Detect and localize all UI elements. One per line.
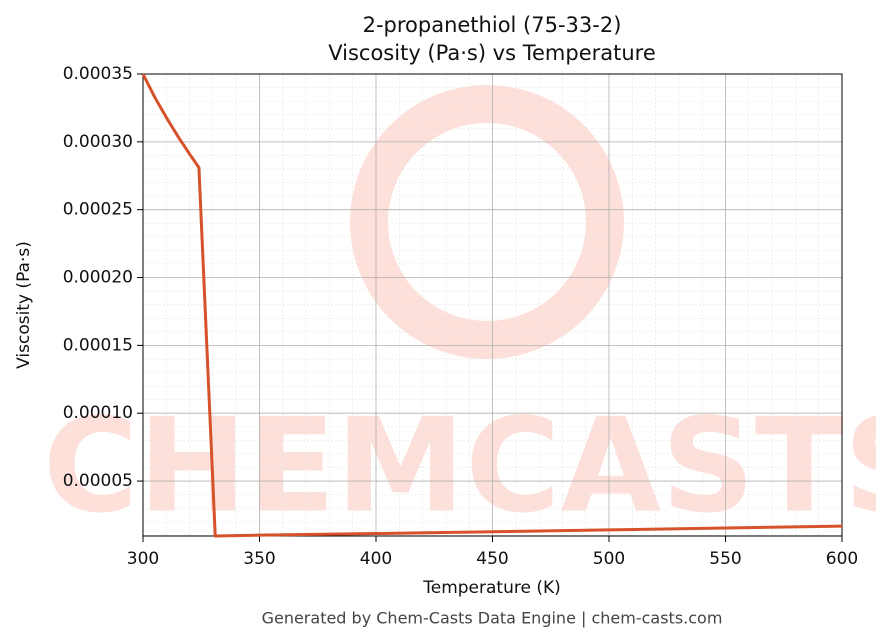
y-tick-label: 0.00020 bbox=[63, 268, 133, 288]
plot-frame bbox=[142, 73, 843, 537]
x-tick-label: 350 bbox=[243, 549, 275, 569]
x-axis-label: Temperature (K) bbox=[422, 578, 561, 598]
x-tick-label: 300 bbox=[127, 549, 159, 569]
x-tick-label: 400 bbox=[360, 549, 392, 569]
y-tick-label: 0.00005 bbox=[63, 471, 133, 491]
x-tick-label: 600 bbox=[826, 549, 858, 569]
y-tick-label: 0.00035 bbox=[63, 64, 133, 84]
y-axis-label: Viscosity (Pa·s) bbox=[14, 241, 34, 369]
x-tick-label: 550 bbox=[709, 549, 741, 569]
footer: Generated by Chem-Casts Data Engine | ch… bbox=[262, 609, 723, 628]
y-tick-label: 0.00025 bbox=[63, 200, 133, 220]
chart-title: 2-propanethiol (75-33-2) bbox=[363, 13, 622, 37]
chart-subtitle: Viscosity (Pa·s) vs Temperature bbox=[328, 41, 656, 65]
y-tick-label: 0.00030 bbox=[63, 132, 133, 152]
watermark: CHEMCASTS bbox=[43, 390, 876, 542]
x-tick-label: 500 bbox=[593, 549, 625, 569]
y-tick-label: 0.00015 bbox=[63, 335, 133, 355]
watermark-logo bbox=[350, 85, 624, 359]
y-tick-label: 0.00010 bbox=[63, 403, 133, 423]
series-line bbox=[141, 73, 843, 538]
x-tick-label: 450 bbox=[476, 549, 508, 569]
